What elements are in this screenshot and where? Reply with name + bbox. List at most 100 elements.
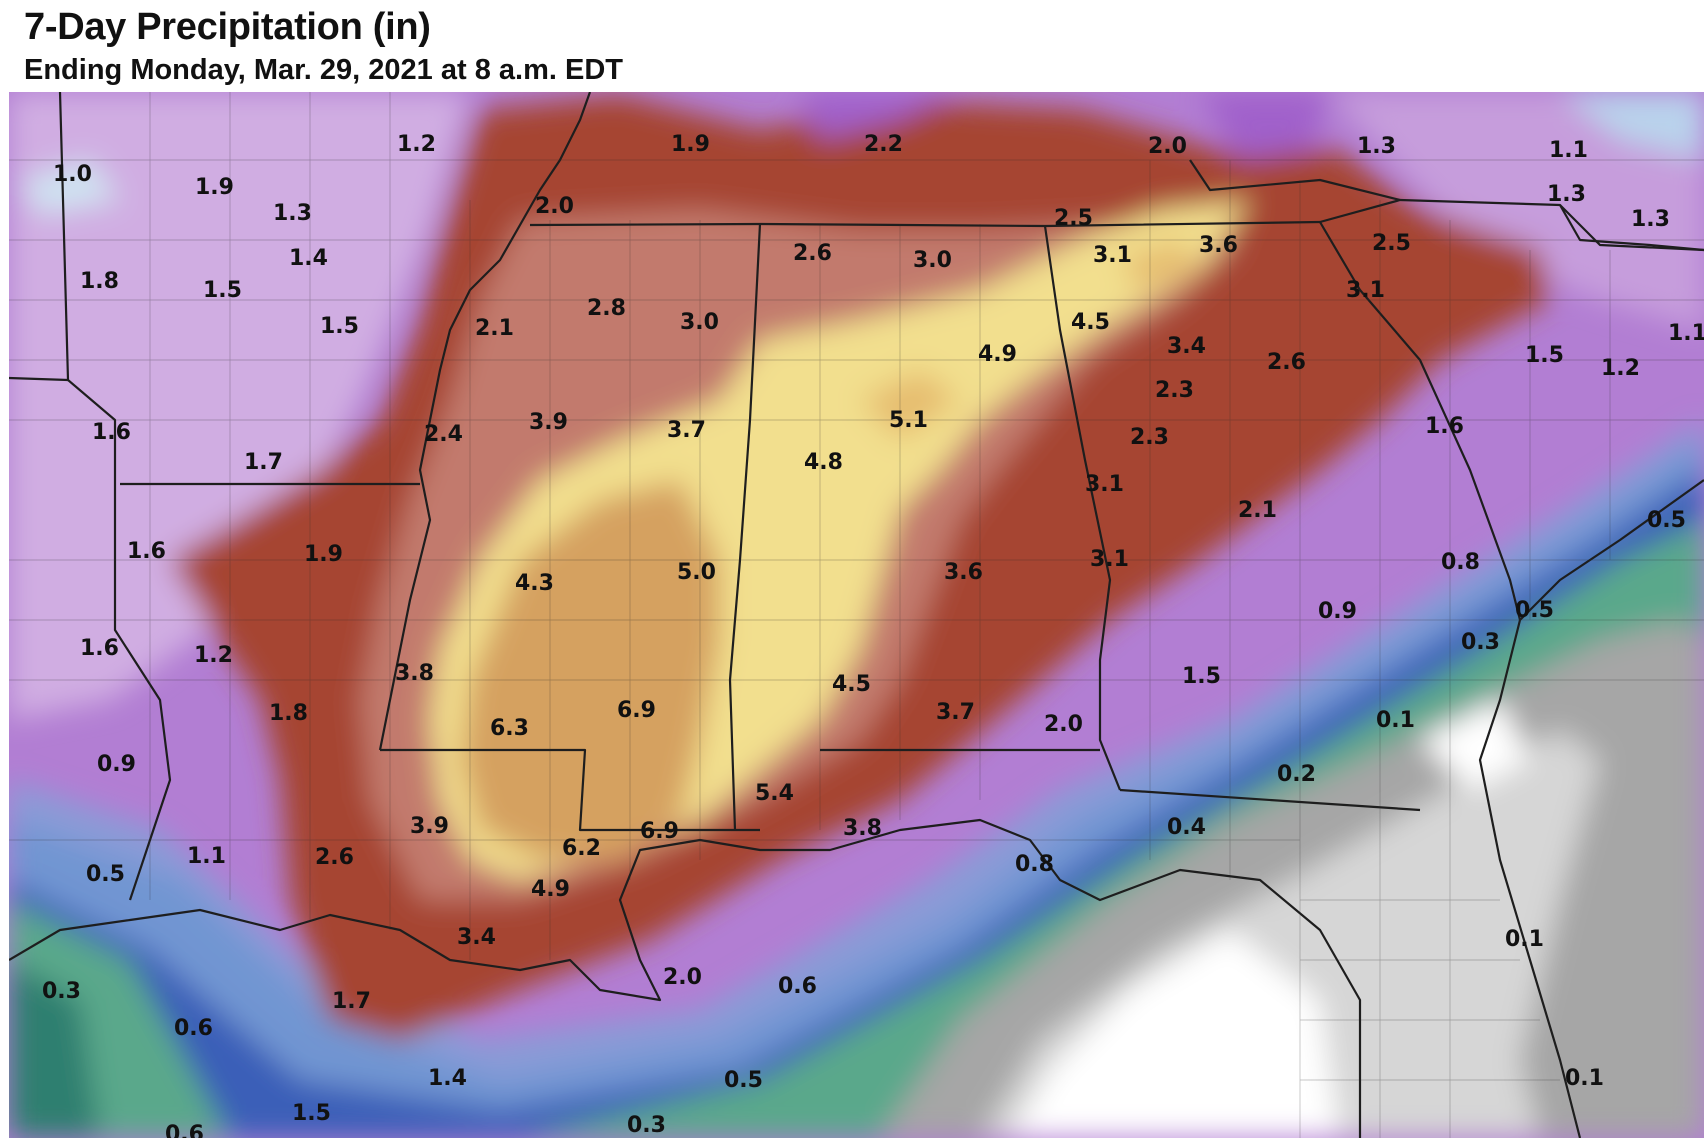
precip-label: 1.2 bbox=[194, 643, 233, 668]
precip-label: 1.1 bbox=[1668, 321, 1704, 346]
precip-label: 0.1 bbox=[1376, 708, 1415, 733]
precip-zone-tan-north bbox=[860, 240, 1200, 440]
precip-label: 2.0 bbox=[1148, 134, 1187, 159]
precip-label: 1.5 bbox=[203, 278, 242, 303]
gulf-coastline bbox=[9, 818, 1362, 1138]
boundary-ok-tx bbox=[58, 92, 172, 901]
precip-label: 1.4 bbox=[289, 246, 328, 271]
precip-label: 4.9 bbox=[978, 342, 1017, 367]
precip-label: 2.4 bbox=[424, 422, 463, 447]
precip-label: 1.5 bbox=[1525, 343, 1564, 368]
precip-zone-dark-purple bbox=[800, 92, 1330, 160]
precip-zone-light-blue-north bbox=[20, 160, 120, 215]
precip-label: 6.9 bbox=[640, 819, 679, 844]
precip-label: 0.5 bbox=[724, 1068, 763, 1093]
precip-label: 2.6 bbox=[315, 845, 354, 870]
precip-label: 1.6 bbox=[127, 539, 166, 564]
precip-label: 3.0 bbox=[680, 310, 719, 335]
precip-value-labels: 1.0 1.9 1.2 1.9 2.2 2.0 1.3 1.1 1.3 1.3 … bbox=[42, 132, 1704, 1138]
precip-label: 0.3 bbox=[627, 1113, 666, 1138]
precip-label: 0.6 bbox=[165, 1122, 204, 1138]
precip-label: 2.6 bbox=[1267, 350, 1306, 375]
precipitation-map-svg: 1.0 1.9 1.2 1.9 2.2 2.0 1.3 1.1 1.3 1.3 … bbox=[9, 92, 1704, 1138]
precip-label: 5.4 bbox=[755, 781, 794, 806]
precip-label: 0.2 bbox=[1277, 762, 1316, 787]
precip-label: 1.9 bbox=[195, 175, 234, 200]
precip-label: 0.6 bbox=[778, 974, 817, 999]
precip-label: 3.1 bbox=[1085, 472, 1124, 497]
precip-label: 3.4 bbox=[1167, 334, 1206, 359]
precip-label: 3.9 bbox=[410, 814, 449, 839]
precip-label: 0.5 bbox=[1515, 598, 1554, 623]
precip-label: 2.5 bbox=[1372, 231, 1411, 256]
precip-zone-light-purple-west bbox=[9, 92, 470, 720]
precip-label: 1.8 bbox=[80, 269, 119, 294]
precip-label: 0.3 bbox=[1461, 630, 1500, 655]
precip-zone-tan-core bbox=[460, 480, 720, 860]
precip-label: 3.8 bbox=[395, 661, 434, 686]
boundary-ms-tn bbox=[529, 198, 1704, 252]
precip-label: 4.5 bbox=[1071, 310, 1110, 335]
precip-label: 3.1 bbox=[1090, 547, 1129, 572]
precip-label: 1.6 bbox=[92, 420, 131, 445]
precip-label: 1.1 bbox=[187, 844, 226, 869]
map-subtitle: Ending Monday, Mar. 29, 2021 at 8 a.m. E… bbox=[24, 54, 623, 86]
boundary-ky-tn bbox=[1189, 159, 1401, 202]
precipitation-map: 1.0 1.9 1.2 1.9 2.2 2.0 1.3 1.1 1.3 1.3 … bbox=[9, 92, 1704, 1138]
precip-label: 1.7 bbox=[244, 450, 283, 475]
county-lines bbox=[9, 92, 1704, 1138]
precip-label: 4.5 bbox=[832, 672, 871, 697]
precip-label: 0.9 bbox=[1318, 599, 1357, 624]
boundary-al-ga bbox=[1043, 225, 1122, 791]
precip-label: 4.9 bbox=[531, 877, 570, 902]
precipitation-shading bbox=[9, 92, 1704, 1138]
precip-label: 1.5 bbox=[320, 314, 359, 339]
precip-label: 2.0 bbox=[663, 965, 702, 990]
precip-label: 2.1 bbox=[1238, 498, 1277, 523]
precip-label: 1.7 bbox=[332, 989, 371, 1014]
precip-label: 3.7 bbox=[936, 700, 975, 725]
precip-label: 0.5 bbox=[86, 862, 125, 887]
precip-label: 3.0 bbox=[913, 248, 952, 273]
map-title: 7-Day Precipitation (in) bbox=[24, 6, 431, 48]
precip-label: 3.8 bbox=[843, 816, 882, 841]
precip-label: 2.5 bbox=[1054, 206, 1093, 231]
precip-label: 1.3 bbox=[1547, 182, 1586, 207]
precip-label: 2.8 bbox=[587, 296, 626, 321]
precip-label: 3.6 bbox=[944, 560, 983, 585]
precip-label: 6.9 bbox=[617, 698, 656, 723]
precip-label: 0.1 bbox=[1505, 927, 1544, 952]
county-grid bbox=[9, 92, 1704, 1138]
precip-label: 2.1 bbox=[475, 316, 514, 341]
precip-label: 1.3 bbox=[273, 201, 312, 226]
precip-label: 1.3 bbox=[1357, 134, 1396, 159]
precip-label: 2.6 bbox=[793, 241, 832, 266]
atlantic-coastline bbox=[1478, 479, 1704, 1138]
boundary-ga-sc bbox=[1319, 221, 1522, 621]
precip-label: 1.5 bbox=[292, 1101, 331, 1126]
precip-label: 4.8 bbox=[804, 450, 843, 475]
precip-label: 2.3 bbox=[1130, 425, 1169, 450]
precip-label: 3.4 bbox=[457, 925, 496, 950]
precip-label: 1.6 bbox=[80, 636, 119, 661]
precip-label: 6.3 bbox=[490, 716, 529, 741]
precip-label: 3.9 bbox=[529, 410, 568, 435]
precip-label: 1.2 bbox=[397, 132, 436, 157]
boundary-ga-fl bbox=[1119, 788, 1421, 812]
mississippi-river bbox=[378, 92, 592, 751]
precip-label: 0.6 bbox=[174, 1016, 213, 1041]
precip-label: 2.0 bbox=[535, 194, 574, 219]
precip-label: 6.2 bbox=[562, 836, 601, 861]
precip-zone-light-blue-northeast bbox=[1560, 92, 1704, 160]
precip-label: 1.9 bbox=[304, 542, 343, 567]
precip-label: 1.4 bbox=[428, 1066, 467, 1091]
map-header: 7-Day Precipitation (in) Ending Monday, … bbox=[0, 0, 1704, 92]
precip-label: 5.0 bbox=[677, 560, 716, 585]
precip-zone-gulf-light-blue bbox=[9, 420, 1704, 1110]
precip-label: 3.6 bbox=[1199, 233, 1238, 258]
state-boundaries bbox=[9, 92, 1704, 1138]
precip-label: 3.1 bbox=[1093, 243, 1132, 268]
precip-label: 1.8 bbox=[269, 701, 308, 726]
boundary-ms-al bbox=[728, 223, 762, 831]
precip-label: 1.1 bbox=[1549, 138, 1588, 163]
